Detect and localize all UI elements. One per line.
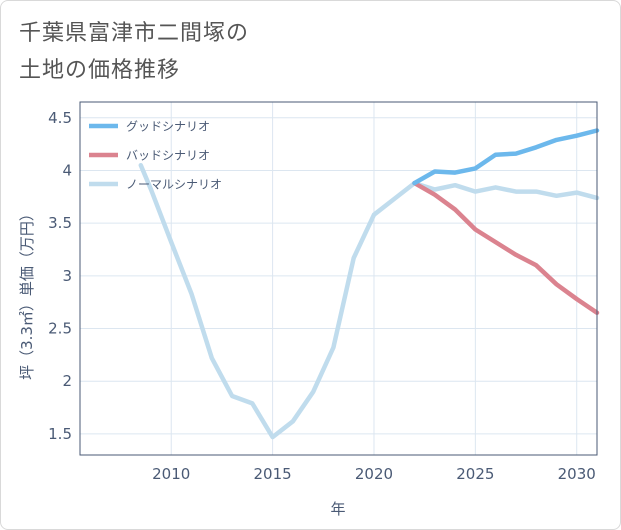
- legend-label: ノーマルシナリオ: [126, 178, 222, 192]
- y-tick-label: 2.5: [48, 320, 72, 338]
- y-tick-label: 2: [62, 372, 72, 390]
- x-tick-label: 2025: [456, 465, 494, 483]
- x-tick-label: 2020: [355, 465, 393, 483]
- chart-title-line2: 土地の価格推移: [19, 58, 181, 83]
- y-tick-label: 3.5: [48, 214, 72, 232]
- series-line-1: [412, 180, 600, 315]
- y-tick-label: 4.5: [48, 109, 72, 127]
- x-tick-labels: 2010 2015 2020 2025 2030: [152, 465, 596, 483]
- y-tick-label: 4: [62, 161, 72, 179]
- series-line-2: [138, 162, 600, 440]
- x-tick-label: 2015: [254, 465, 292, 483]
- chart-title: 千葉県富津市二間塚の 土地の価格推移: [19, 15, 249, 89]
- legend-label: グッドシナリオ: [126, 120, 210, 134]
- plot-frame: [79, 101, 598, 456]
- y-tick-label: 3: [62, 267, 72, 285]
- x-tick-label: 2030: [558, 465, 596, 483]
- x-tick-label: 2010: [152, 465, 190, 483]
- y-tick-labels: 1.5 2 2.5 3 3.5 4 4.5: [48, 109, 72, 443]
- y-tick-label: 1.5: [48, 425, 72, 443]
- legend-label: バッドシナリオ: [126, 149, 210, 163]
- series-lines: [138, 128, 600, 440]
- x-axis-title: 年: [330, 500, 345, 518]
- series-line-0: [412, 128, 600, 186]
- y-axis-title: 坪（3.3㎡）単価（万円）: [18, 206, 36, 380]
- grid: [80, 102, 597, 455]
- chart-title-line1: 千葉県富津市二間塚の: [19, 21, 250, 46]
